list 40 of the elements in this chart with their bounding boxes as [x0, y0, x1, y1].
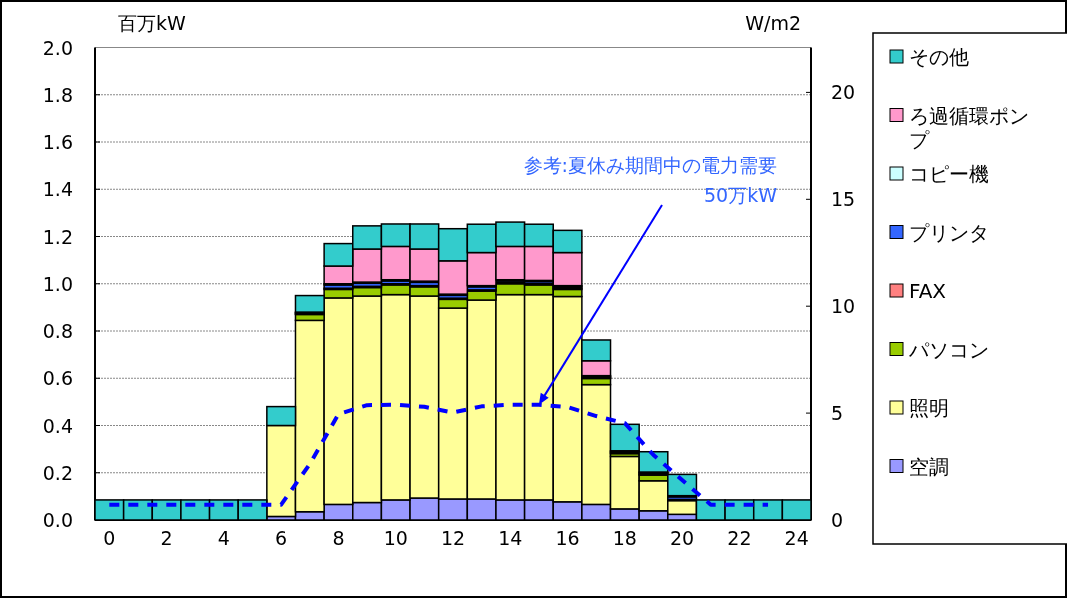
x-tick-label: 8: [332, 527, 345, 549]
x-tick-label: 18: [612, 527, 637, 549]
y-axis-title: 百万kW: [118, 12, 186, 34]
y-tick-label: 1.0: [42, 272, 73, 295]
y-tick-label: 2.0: [42, 36, 73, 59]
y-tick-label: 1.2: [42, 225, 73, 248]
x-tick-label: 4: [217, 527, 230, 549]
x-tick-label: 14: [498, 527, 523, 549]
y2-tick-label: 15: [831, 188, 856, 211]
y2-tick-label: 20: [831, 81, 856, 104]
legend-label: プリンタ: [909, 220, 989, 245]
y-tick-label: 0.2: [42, 461, 73, 484]
y-tick-label: 1.6: [42, 131, 73, 153]
y-tick-label: 1.8: [42, 83, 73, 106]
y2-tick-label: 0: [831, 509, 844, 531]
x-tick-label: 10: [383, 527, 408, 549]
y-tick-label: 0.8: [42, 320, 73, 342]
legend-label: 空調: [909, 454, 949, 479]
x-tick-label: 20: [670, 527, 695, 549]
y2-tick-label: 10: [831, 295, 856, 318]
x-tick-label: 24: [784, 527, 809, 549]
y-tick-label: 0.0: [42, 509, 73, 531]
legend-label: コピー機: [909, 162, 989, 186]
x-tick-label: 2: [160, 527, 173, 549]
y-tick-label: 0.4: [42, 414, 73, 437]
x-tick-label: 0: [103, 527, 116, 549]
legend-label: 照明: [909, 396, 949, 420]
y2-tick-label: 5: [831, 402, 844, 425]
legend-label: パソコン: [908, 337, 989, 362]
legend-label: FAX: [909, 279, 947, 303]
y-tick-label: 1.4: [42, 178, 73, 201]
annotation: 参考:夏休み期間中の電力需要 50万kW: [523, 154, 777, 206]
legend-label: ろ過循環ポンプ: [909, 103, 1029, 152]
legend-label: その他: [909, 45, 969, 69]
y2-axis-title: W/m2: [745, 12, 801, 34]
x-tick-label: 12: [440, 527, 466, 549]
x-tick-label: 22: [727, 527, 752, 549]
y-tick-label: 0.6: [42, 367, 73, 390]
x-tick-label: 16: [555, 527, 580, 549]
x-tick-label: 6: [275, 527, 288, 549]
